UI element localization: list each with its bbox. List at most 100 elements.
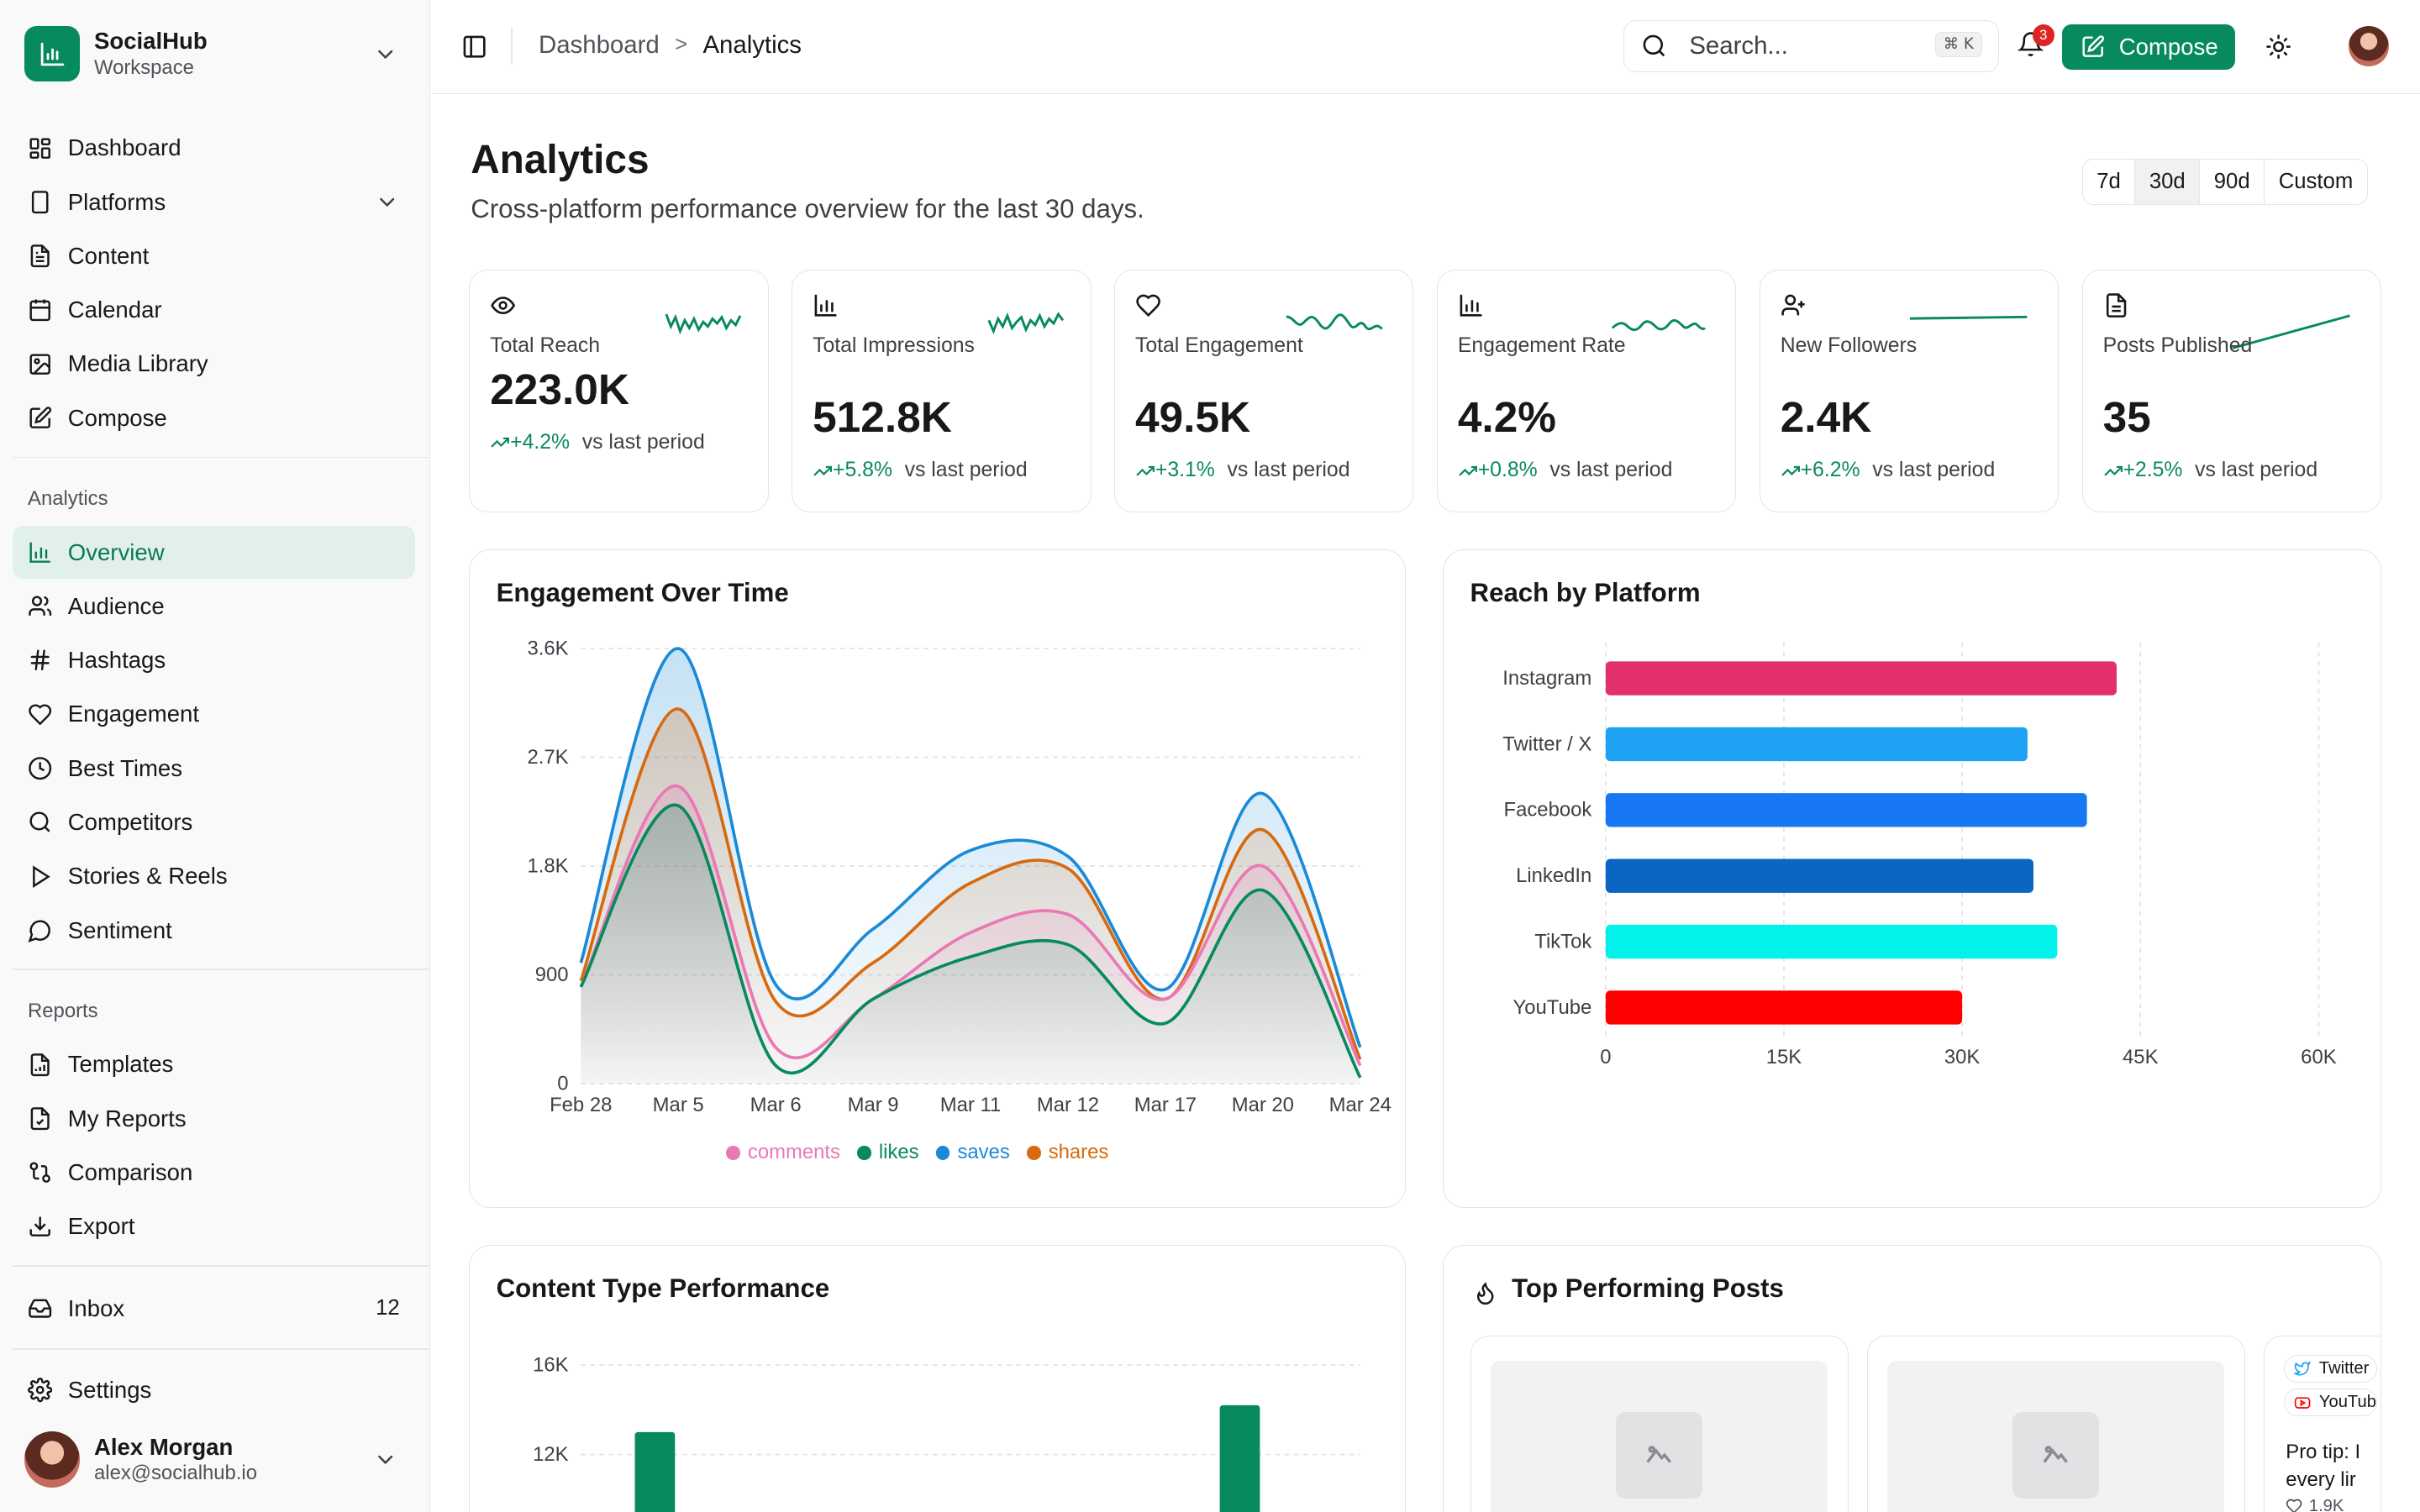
nav-dashboard[interactable]: Dashboard [13,122,415,174]
nav-settings[interactable]: Settings [13,1364,415,1416]
legend-item[interactable]: comments [726,1141,840,1164]
chart-legend: comments likes saves shares [726,1141,1125,1164]
nav-label: Hashtags [67,647,166,674]
kpi-delta-value: +5.8% [832,459,892,482]
sidebar: SocialHub Workspace Dashboard Platforms … [0,0,431,1512]
nav-calendar[interactable]: Calendar [13,284,415,336]
range-7d[interactable]: 7d [2083,160,2136,205]
range-90d[interactable]: 90d [2200,160,2265,205]
sidebar-divider [12,1265,429,1267]
nav-comparison[interactable]: Comparison [13,1147,415,1199]
nav-stories-reels[interactable]: Stories & Reels [13,850,415,902]
nav-compose[interactable]: Compose [13,392,415,444]
nav-label: Competitors [67,808,193,835]
legend-item[interactable]: saves [935,1141,1010,1164]
post-card[interactable] [1470,1335,1849,1512]
kpi-delta: +0.8% vs last period [1458,459,1672,482]
header-divider [510,28,513,66]
content-type-bar [1219,1404,1260,1512]
nav-label: Stories & Reels [67,863,228,890]
legend-item[interactable]: shares [1027,1141,1108,1164]
range-custom[interactable]: Custom [2278,170,2354,194]
nav-content[interactable]: Content [13,230,415,282]
nav-label: Dashboard [67,134,182,161]
main-content: Analytics Cross-platform performance ove… [430,94,2420,1512]
bell-icon [2017,32,2044,56]
kpi-label: Total Reach [490,333,601,357]
nav-overview[interactable]: Overview [12,526,416,579]
x-tick-label: Feb 28 [550,1094,612,1116]
nav-competitors[interactable]: Competitors [13,796,415,848]
range-30d[interactable]: 30d [2135,160,2201,205]
image-icon [29,354,50,375]
nav-label: Sentiment [67,916,172,943]
nav-hashtags[interactable]: Hashtags [13,634,415,686]
legend-item[interactable]: likes [857,1141,919,1164]
kpi-label: Posts Published [2102,333,2253,357]
content-type-bar-chart: 16K 12K [533,1353,1361,1512]
inbox-count: 12 [376,1296,400,1320]
pro-tip-line: Pro tip: I [2286,1440,2361,1463]
series-area-likes [581,805,1361,1084]
y-tick-label: 0 [558,1073,569,1095]
y-tick-label: TikTok [1535,931,1592,953]
sidebar-divider [12,969,429,971]
sun-icon[interactable] [2265,34,2291,60]
trending-up-icon [813,465,833,476]
bar-twitter-x [1606,727,2028,762]
kpi-card-total-reach: Total Reach 223.0K +4.2% vs last period [469,270,769,512]
nav-label: Overview [67,538,165,565]
search-shortcut: ⌘ K [1934,31,1983,58]
y-tick-label: 900 [535,963,569,986]
nav-templates[interactable]: Templates [13,1038,415,1090]
nav-best-times[interactable]: Best Times [13,742,415,794]
notifications-button[interactable]: 3 [2017,24,2054,64]
bar-tiktok [1606,925,2058,959]
nav-inbox[interactable]: Inbox 12 [13,1282,415,1334]
post-card[interactable] [1866,1335,2245,1512]
kpi-card-total-engagement: Total Engagement 49.5K +3.1% vs last per… [1114,270,1414,512]
nav-export[interactable]: Export [13,1200,415,1252]
series-area-comments [581,785,1361,1084]
y-tick-label: 16K [533,1353,569,1376]
series-line-shares [579,707,1362,1061]
chip-label: Twitter [2318,1358,2370,1378]
top-performing-posts-card: Top Performing Posts Twitter [1443,1245,2382,1512]
compose-icon [29,407,52,428]
user-menu[interactable]: Alex Morgan alex@socialhub.io [24,1429,410,1490]
nav-platforms[interactable]: Platforms [13,176,415,228]
user-name: Alex Morgan [94,1433,234,1460]
post-card[interactable]: Twitter YouTube Pro tip: I every lir 1.9… [2263,1335,2381,1512]
nav-audience[interactable]: Audience [13,580,415,633]
breadcrumb-root[interactable]: Dashboard [539,30,660,59]
user-email: alex@socialhub.io [94,1462,257,1485]
y-tick-label: YouTube [1513,996,1592,1019]
workspace-switcher[interactable]: SocialHub Workspace [24,24,410,85]
nav-label: Best Times [67,754,183,781]
series-line-likes [579,803,1362,1079]
compose-icon [2082,35,2105,58]
compose-button[interactable]: Compose [2061,24,2235,70]
search-input[interactable]: Search... ⌘ K [1623,19,1999,73]
kpi-label: Engagement Rate [1457,333,1626,357]
y-tick-label: 12K [533,1442,569,1465]
workspace-subtitle: Workspace [94,56,194,80]
series-area-saves [581,648,1361,1084]
gear-icon [28,1378,53,1403]
kpi-value: 2.4K [1780,391,1872,441]
nav-label: Compose [67,404,167,431]
nav-my-reports[interactable]: My Reports [13,1092,415,1144]
trending-up-icon [1459,465,1477,476]
nav-engagement[interactable]: Engagement [13,688,415,740]
nav-media-library[interactable]: Media Library [13,338,415,390]
nav-sentiment[interactable]: Sentiment [13,904,415,956]
kpi-card-engagement-rate: Engagement Rate 4.2% +0.8% vs last perio… [1436,270,1737,512]
breadcrumb-current: Analytics [702,30,802,59]
avatar[interactable] [2349,26,2390,66]
sidebar-toggle-icon[interactable] [461,34,487,60]
content-type-bar [634,1431,676,1512]
x-tick-label: Mar 12 [1037,1094,1099,1116]
heart-icon [2286,1499,2302,1512]
kpi-value: 512.8K [813,391,952,441]
card-title: Top Performing Posts [1512,1273,1784,1304]
